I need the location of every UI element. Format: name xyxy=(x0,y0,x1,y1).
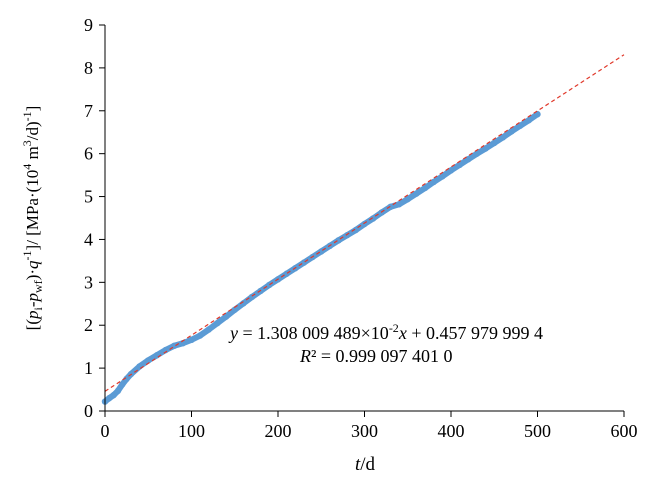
data-point xyxy=(114,387,122,395)
y-tick-label: 5 xyxy=(84,187,93,207)
data-point xyxy=(231,306,238,313)
data-point xyxy=(119,381,126,388)
data-point xyxy=(473,150,481,157)
data-point xyxy=(517,122,524,129)
data-point xyxy=(439,173,446,180)
x-tick-label: 300 xyxy=(351,421,378,441)
data-point xyxy=(456,161,463,169)
x-tick-label: 600 xyxy=(611,421,638,441)
y-tick-label: 6 xyxy=(84,144,93,164)
y-tick-label: 7 xyxy=(84,101,93,121)
y-tick-label: 8 xyxy=(84,58,93,78)
y-axis-label: [(pi-pwf)·q-1]/ [MPa·(104 m3/d)-1] xyxy=(20,106,45,331)
data-point xyxy=(344,231,351,239)
y-tick-label: 3 xyxy=(84,272,93,292)
data-point xyxy=(240,300,247,307)
y-tick-label: 2 xyxy=(84,315,93,335)
data-point xyxy=(447,167,455,174)
x-tick-label: 200 xyxy=(265,421,292,441)
ticks-layer: 0 100 200 300 400 500 600 0 1 2 3 4 5 6 7 8 9 xyxy=(84,15,638,441)
series-layer xyxy=(101,54,625,405)
x-axis-label: t/d xyxy=(355,454,376,475)
y-tick-label: 4 xyxy=(84,229,93,249)
data-point xyxy=(421,184,429,192)
data-point xyxy=(369,215,377,222)
data-point xyxy=(205,326,212,333)
data-point xyxy=(222,313,230,320)
data-point xyxy=(482,145,489,152)
data-point xyxy=(508,128,515,135)
data-point xyxy=(188,336,195,344)
data-point xyxy=(153,352,161,359)
data-point xyxy=(214,319,221,327)
data-point xyxy=(499,134,507,141)
trendline xyxy=(104,54,625,392)
data-point xyxy=(145,357,152,364)
data-point xyxy=(123,375,130,383)
regression-equation: y = 1.308 009 489×10-2x + 0.457 979 999 … xyxy=(228,321,543,343)
y-tick-label: 0 xyxy=(84,401,93,421)
y-tick-label: 9 xyxy=(84,15,93,35)
data-point xyxy=(352,226,360,234)
data-point xyxy=(465,156,472,163)
data-point xyxy=(491,139,498,147)
x-tick-label: 400 xyxy=(438,421,465,441)
data-point xyxy=(196,332,204,339)
data-point xyxy=(413,190,420,197)
x-tick-label: 500 xyxy=(524,421,551,441)
data-point xyxy=(395,201,403,208)
data-point xyxy=(404,195,411,203)
data-point xyxy=(430,178,437,186)
y-tick-label: 1 xyxy=(84,358,93,378)
x-tick-label: 0 xyxy=(101,421,110,441)
data-point xyxy=(110,391,117,399)
data-point xyxy=(525,117,533,124)
x-tick-label: 100 xyxy=(178,421,205,441)
r-squared: R² = 0.999 097 401 0 xyxy=(299,346,453,366)
data-point xyxy=(136,363,143,370)
